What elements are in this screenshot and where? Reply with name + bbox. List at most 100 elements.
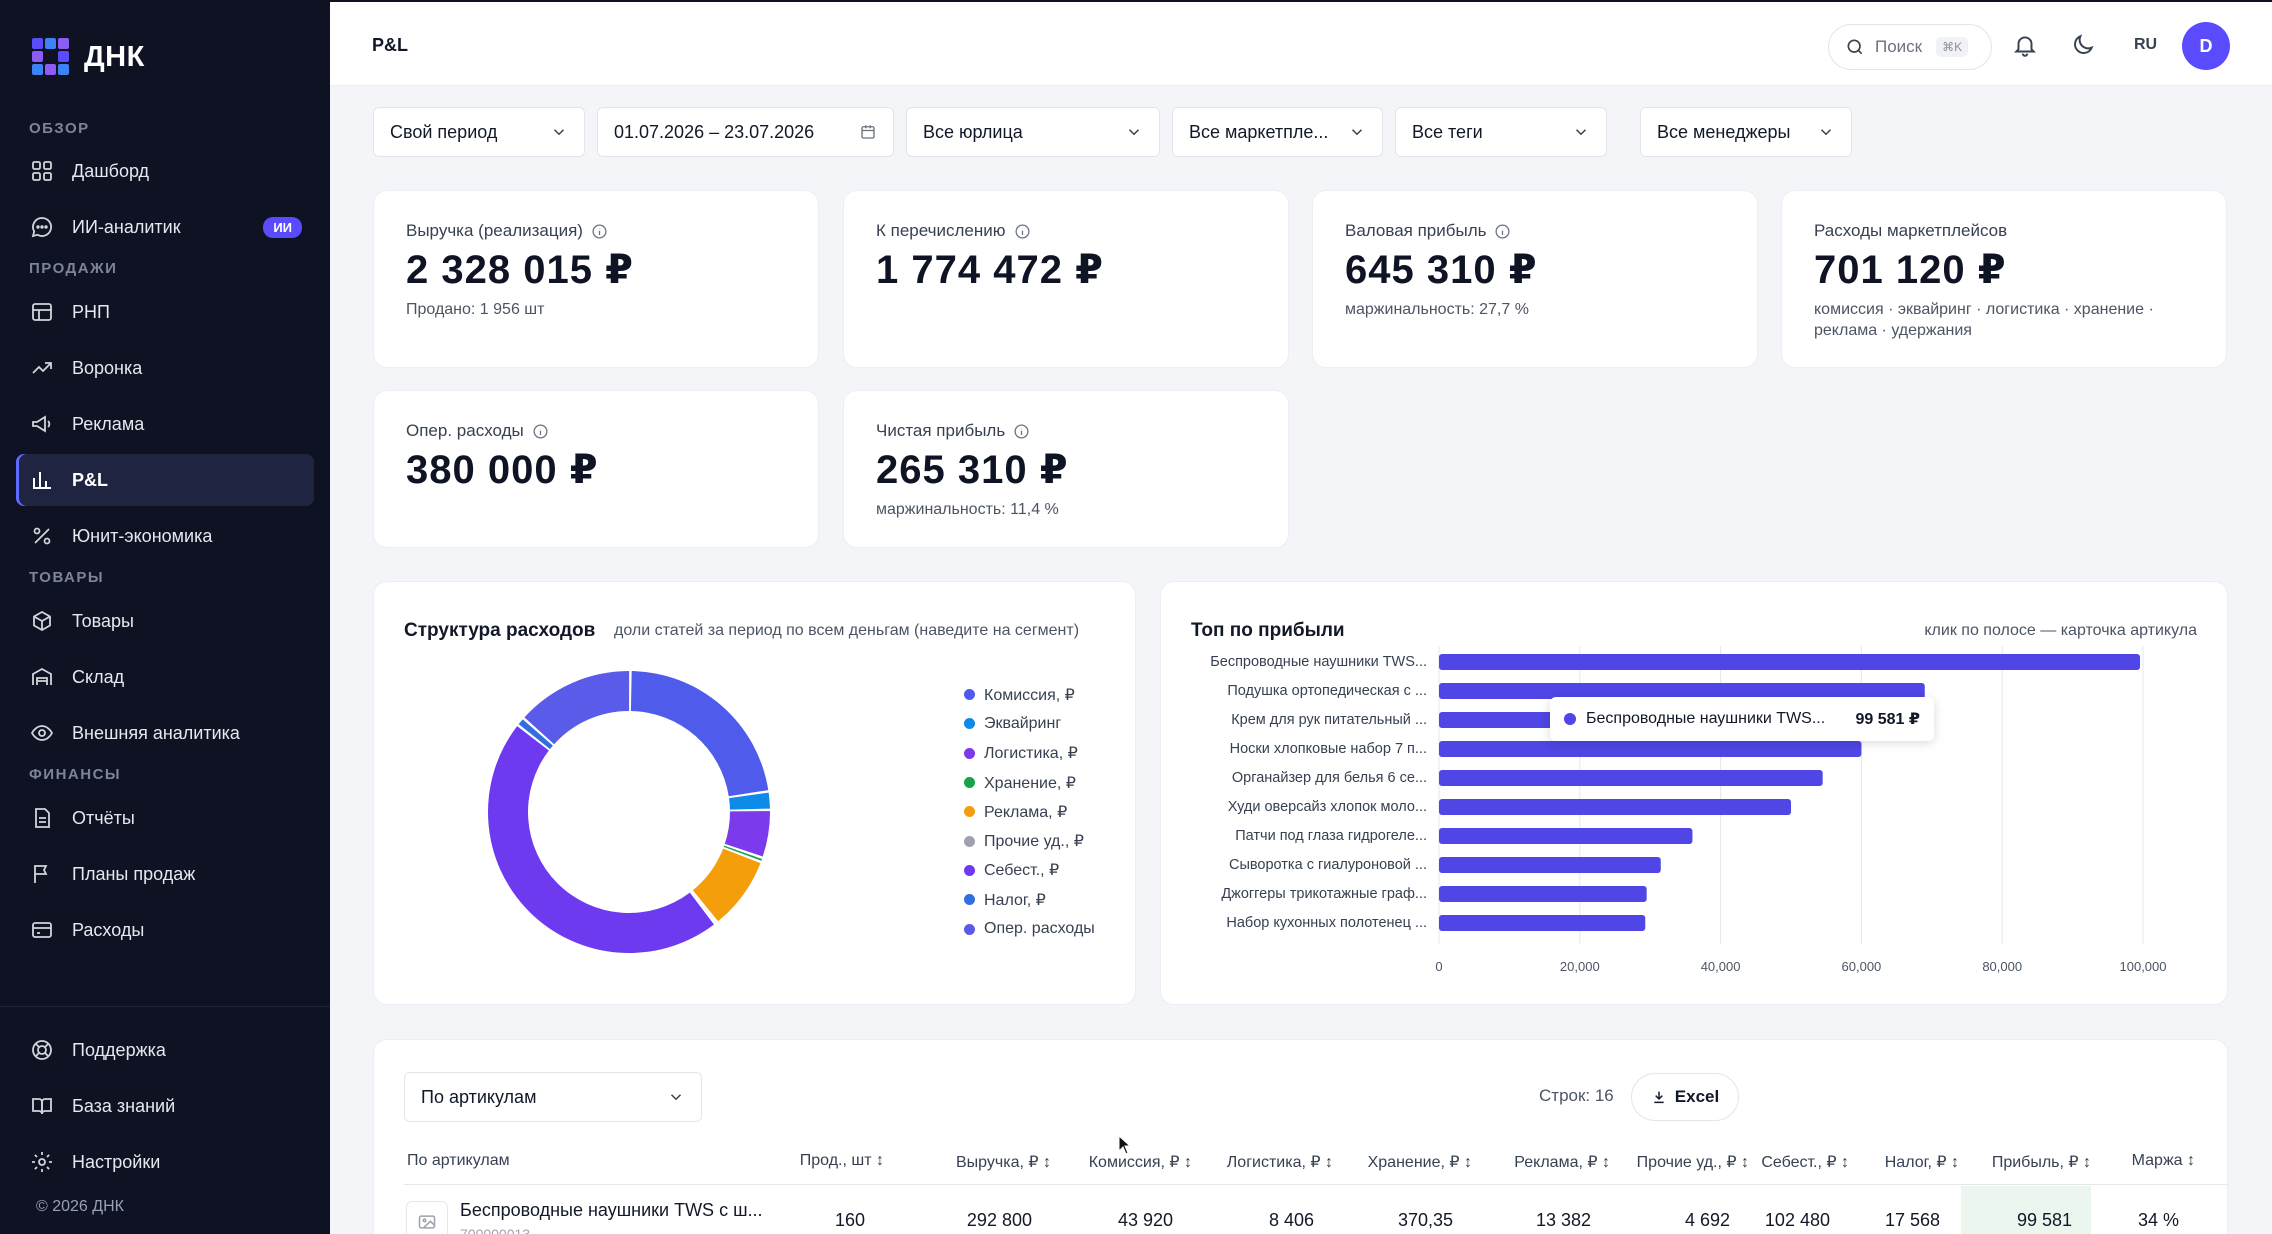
search-input[interactable]: Поиск ⌘K [1828,24,1992,70]
donut-segment[interactable] [692,848,761,922]
column-header-margin[interactable]: Маржа ↕ [2131,1152,2195,1169]
marketplace-select[interactable]: Все маркетпле... [1172,107,1383,157]
moon-icon[interactable] [2070,32,2096,58]
search-icon [1847,39,1863,55]
info-icon[interactable] [591,223,608,240]
donut-segment[interactable] [524,671,630,745]
info-icon[interactable] [1014,223,1031,240]
brand-logo[interactable]: ДНК [32,38,145,76]
donut-segment[interactable] [723,845,762,861]
top-header: P&L Поиск ⌘K RU D [330,0,2272,86]
profit-bar[interactable] [1439,886,1647,902]
profit-bar[interactable] [1439,654,2141,670]
donut-segment[interactable] [729,792,770,810]
donut-segment[interactable] [518,719,553,750]
column-header-other[interactable]: Прочие уд., ₽ ↕ [1636,1154,1749,1171]
legend-label: Хранение, ₽ [984,774,1076,792]
column-header-storage[interactable]: Хранение, ₽ ↕ [1367,1154,1472,1171]
product-sku: 700000013 [460,1226,531,1234]
profit-bar[interactable] [1439,828,1693,844]
donut-segment[interactable] [691,891,717,923]
legend-item[interactable]: Прочие уд., ₽ [964,826,1095,855]
entity-select[interactable]: Все юрлица [906,107,1160,157]
wallet-icon [32,922,52,938]
column-header-cost[interactable]: Себест., ₽ ↕ [1761,1154,1849,1171]
nav-section-overview: ОБЗОР [29,120,90,137]
sidebar-item-funnel[interactable]: Воронка [16,342,314,394]
kpi-value: 645 310 ₽ [1345,248,1538,292]
sidebar-item-expenses[interactable]: Расходы [16,904,314,956]
column-header-revenue[interactable]: Выручка, ₽ ↕ [956,1154,1051,1171]
sidebar-item-external-analytics[interactable]: Внешняя аналитика [16,707,314,759]
donut-segment[interactable] [724,811,770,857]
sidebar-item-ads[interactable]: Реклама [16,398,314,450]
top-profit-bar-chart[interactable]: 0 20,000 40,000 60,000 80,000 100,000 Беспрово… [1161,642,2229,982]
y-tick-label: Носки хлопковые набор 7 п... [1230,741,1427,757]
export-excel-button[interactable]: Excel [1631,1073,1739,1121]
column-header-ads[interactable]: Реклама, ₽ ↕ [1514,1154,1610,1171]
cell-revenue: 292 800 [966,1210,1032,1230]
kpi-card-opex: Опер. расходы 380 000 ₽ [373,390,819,548]
y-tick-label: Органайзер для белья 6 се... [1232,770,1427,786]
sidebar-item-label: P&L [72,469,108,490]
expense-donut-chart[interactable] [479,662,779,962]
sidebar-item-label: Дашборд [72,160,150,181]
profit-bar[interactable] [1439,799,1791,815]
group-by-select[interactable]: По артикулам [404,1072,702,1122]
legend-item[interactable]: Реклама, ₽ [964,797,1095,826]
language-switch[interactable]: RU [2134,36,2158,53]
profit-bar[interactable] [1439,683,1925,699]
column-header-tax[interactable]: Налог, ₽ ↕ [1884,1154,1959,1171]
column-header-qty[interactable]: Прод., шт ↕ [799,1152,884,1169]
x-tick-label: 100,000 [2120,959,2167,974]
managers-select[interactable]: Все менеджеры [1640,107,1852,157]
column-header-logistics[interactable]: Логистика, ₽ ↕ [1226,1154,1333,1171]
column-header-profit[interactable]: Прибыль, ₽ ↕ [1991,1154,2091,1171]
info-icon[interactable] [1494,223,1511,240]
sidebar-item-support[interactable]: Поддержка [16,1024,314,1076]
legend-item[interactable]: Эквайринг [964,709,1095,738]
gear-icon [32,1152,52,1172]
legend-label: Эквайринг [984,714,1062,732]
sidebar-item-settings[interactable]: Настройки [16,1136,314,1188]
cell-other: 4 692 [1684,1210,1730,1230]
tooltip-dot [1564,713,1576,725]
donut-segment[interactable] [488,726,714,953]
y-tick-label: Джоггеры трикотажные граф... [1221,886,1427,902]
profit-bar[interactable] [1439,857,1661,873]
legend-item[interactable]: Хранение, ₽ [964,768,1095,797]
sidebar-item-reports[interactable]: Отчёты [16,792,314,844]
legend-item[interactable]: Комиссия, ₽ [964,680,1095,709]
chevron-down-icon [1820,129,1832,136]
period-select[interactable]: Свой период [373,107,585,157]
sidebar-item-dashboard[interactable]: Дашборд [16,145,314,197]
tags-select[interactable]: Все теги [1395,107,1607,157]
sidebar-item-unit-economics[interactable]: Юнит-экономика [16,510,314,562]
profit-bar[interactable] [1439,770,1823,786]
kpi-value: 380 000 ₽ [406,448,599,492]
sidebar-item-products[interactable]: Товары [16,595,314,647]
legend-item[interactable]: Налог, ₽ [964,885,1095,914]
y-tick-label: Набор кухонных полотенец ... [1226,915,1427,931]
flag-icon [34,865,48,883]
column-header-name[interactable]: По артикулам [407,1152,510,1169]
sidebar-item-ai-analyst[interactable]: ИИ-аналитик ИИ [16,201,314,253]
legend-item[interactable]: Опер. расходы [964,914,1095,943]
sidebar-item-sales-plans[interactable]: Планы продаж [16,848,314,900]
donut-segment[interactable] [630,671,769,797]
legend-item[interactable]: Логистика, ₽ [964,739,1095,768]
info-icon[interactable] [1013,423,1030,440]
bell-icon[interactable] [2012,32,2038,58]
sidebar-item-pnl[interactable]: P&L [16,454,314,506]
column-header-commission[interactable]: Комиссия, ₽ ↕ [1088,1154,1192,1171]
legend-item[interactable]: Себест., ₽ [964,856,1095,885]
profit-bar[interactable] [1439,741,1862,757]
sidebar-item-warehouse[interactable]: Склад [16,651,314,703]
profit-bar[interactable] [1439,915,1646,931]
sidebar-item-rnp[interactable]: РНП [16,286,314,338]
sidebar-item-knowledge-base[interactable]: База знаний [16,1080,314,1132]
product-name[interactable]: Беспроводные наушники TWS с ш... [460,1200,763,1220]
info-icon[interactable] [532,423,549,440]
avatar[interactable]: D [2182,22,2230,70]
date-range-input[interactable]: 01.07.2026 – 23.07.2026 [597,107,894,157]
